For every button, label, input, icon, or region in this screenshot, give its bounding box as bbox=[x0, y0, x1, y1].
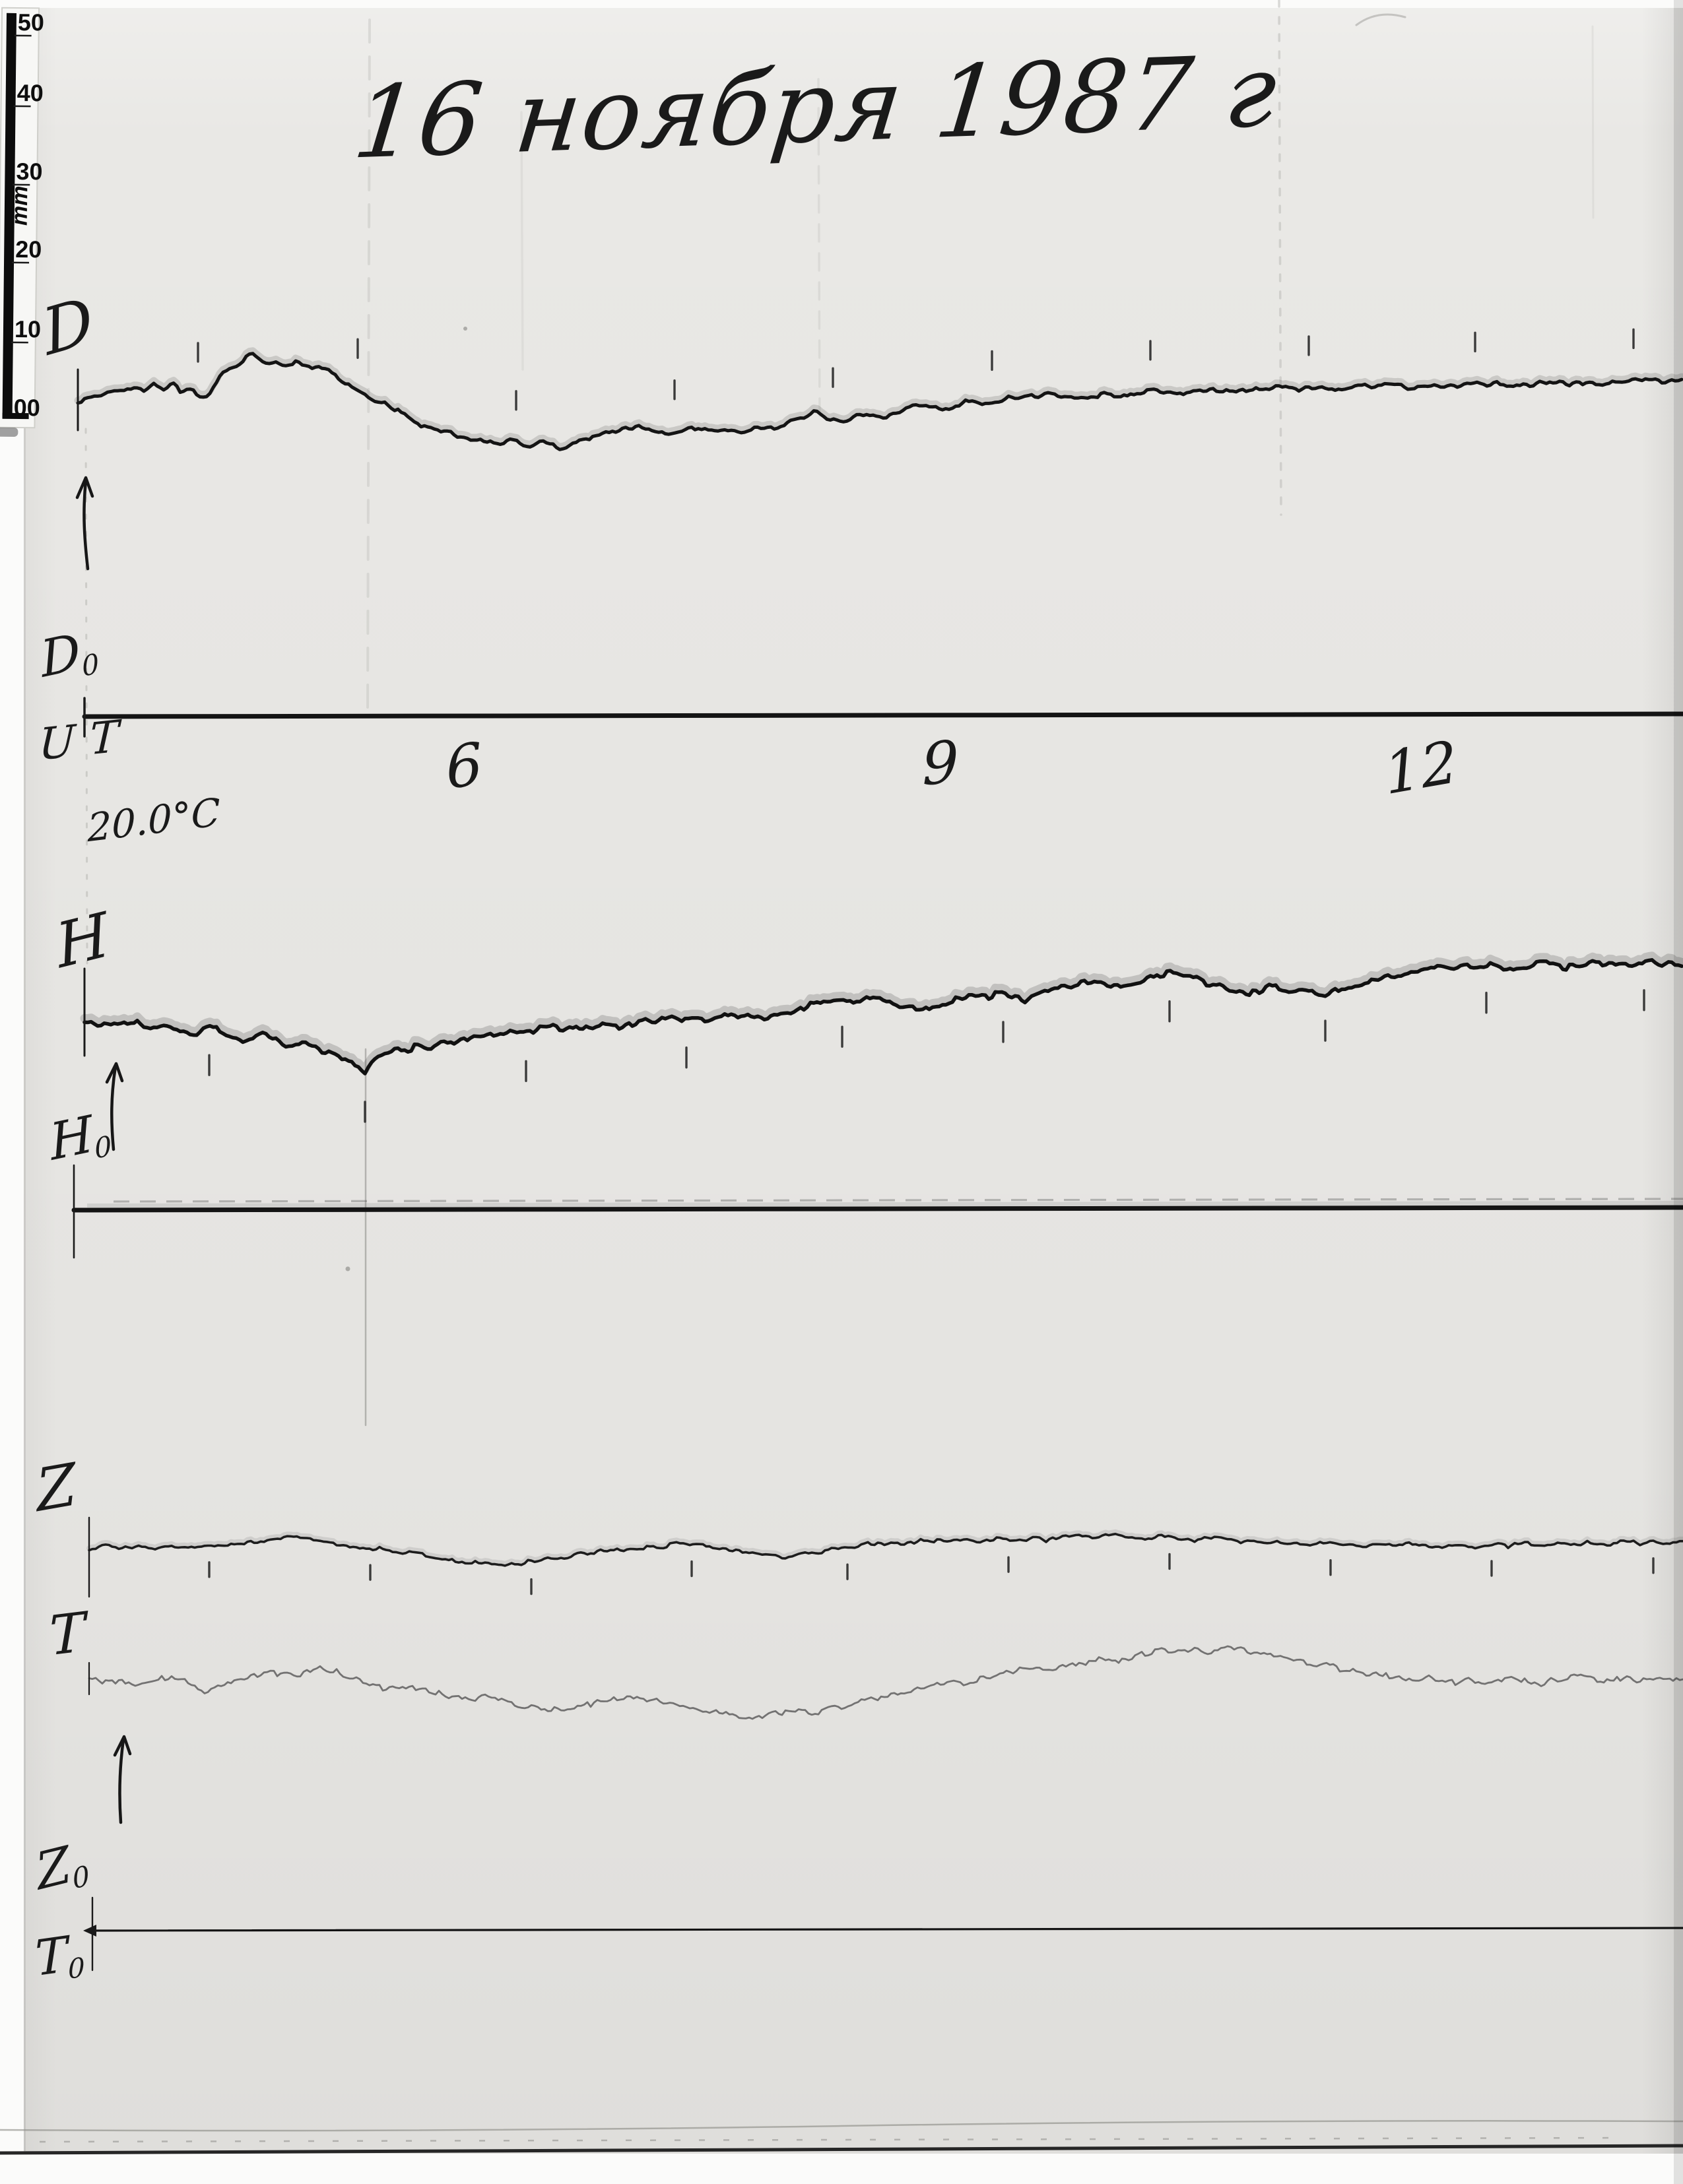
trace-t bbox=[88, 1645, 1683, 1720]
baseline-label-t0-main: T bbox=[34, 1926, 69, 1988]
trace-d bbox=[76, 352, 1683, 451]
up-arrow-icon bbox=[105, 1062, 124, 1151]
baseline-h0 bbox=[71, 1205, 1683, 1213]
baseline-d0 bbox=[82, 711, 1683, 719]
ruler-number-40: 40 bbox=[17, 79, 44, 106]
trace-label-t: T bbox=[48, 1601, 86, 1669]
chart-paper bbox=[24, 8, 1683, 2154]
up-arrow-icon bbox=[75, 476, 94, 571]
ruler-number-10: 10 bbox=[15, 315, 41, 342]
paper-edge-shadow bbox=[24, 396, 26, 2151]
hour-labels: 6 9 12 bbox=[444, 728, 1461, 808]
ruler-ticks bbox=[11, 34, 32, 344]
trace-halos bbox=[74, 347, 1683, 1566]
ruler-number-30: 30 bbox=[16, 158, 42, 185]
ruler-bar-foot bbox=[2, 412, 29, 420]
page-bottom-marks bbox=[0, 2120, 1683, 2155]
baseline-label-d0-sub: 0 bbox=[80, 647, 101, 684]
baseline-label-z0: Z0 bbox=[32, 1834, 92, 1902]
baseline-label-h0: H0 bbox=[47, 1104, 114, 1172]
hour-tick-marks bbox=[197, 328, 1655, 1595]
trace-start-spikes bbox=[73, 368, 94, 1972]
trace-label-d: D bbox=[37, 282, 100, 370]
up-arrow-icons bbox=[75, 476, 132, 1824]
baseline-label-h0-main: H bbox=[47, 1104, 96, 1172]
baseline-lines bbox=[71, 711, 1683, 1932]
baseline-label-t0-sub: 0 bbox=[67, 1951, 86, 1985]
paper-bottom-edge bbox=[0, 2144, 1683, 2155]
ruler-unit-label: mm bbox=[7, 185, 33, 226]
baseline-label-h0-sub: 0 bbox=[92, 1129, 114, 1165]
hour-label-6: 6 bbox=[444, 729, 485, 802]
trace-curves bbox=[76, 352, 1683, 1720]
scan-right-edge bbox=[1674, 0, 1683, 2184]
ruler-shadow-blob bbox=[0, 427, 18, 437]
trace-h bbox=[82, 958, 1683, 1076]
baseline-label-t0: T0 bbox=[34, 1926, 86, 1988]
baseline-label-d0: D0 bbox=[38, 622, 101, 690]
hour-label-12: 12 bbox=[1381, 728, 1461, 808]
time-axis-label: UT bbox=[38, 709, 135, 771]
baseline-start-arrowhead bbox=[83, 1925, 96, 1937]
up-arrow-icon bbox=[113, 1735, 132, 1824]
trace-label-z: Z bbox=[34, 1450, 79, 1526]
trace-z bbox=[88, 1533, 1683, 1567]
baseline-label-z0-main: Z bbox=[32, 1834, 75, 1902]
ruler-number-50: 50 bbox=[18, 9, 44, 36]
trace-label-h: H bbox=[51, 899, 114, 982]
baseline-z0t0 bbox=[91, 1927, 1683, 1932]
ruler-bar bbox=[2, 13, 17, 418]
baseline-label-d0-main: D bbox=[38, 622, 84, 689]
ruler-number-20: 20 bbox=[15, 236, 42, 263]
hour-label-9: 9 bbox=[921, 728, 960, 799]
paper-creases bbox=[84, 0, 1595, 1427]
